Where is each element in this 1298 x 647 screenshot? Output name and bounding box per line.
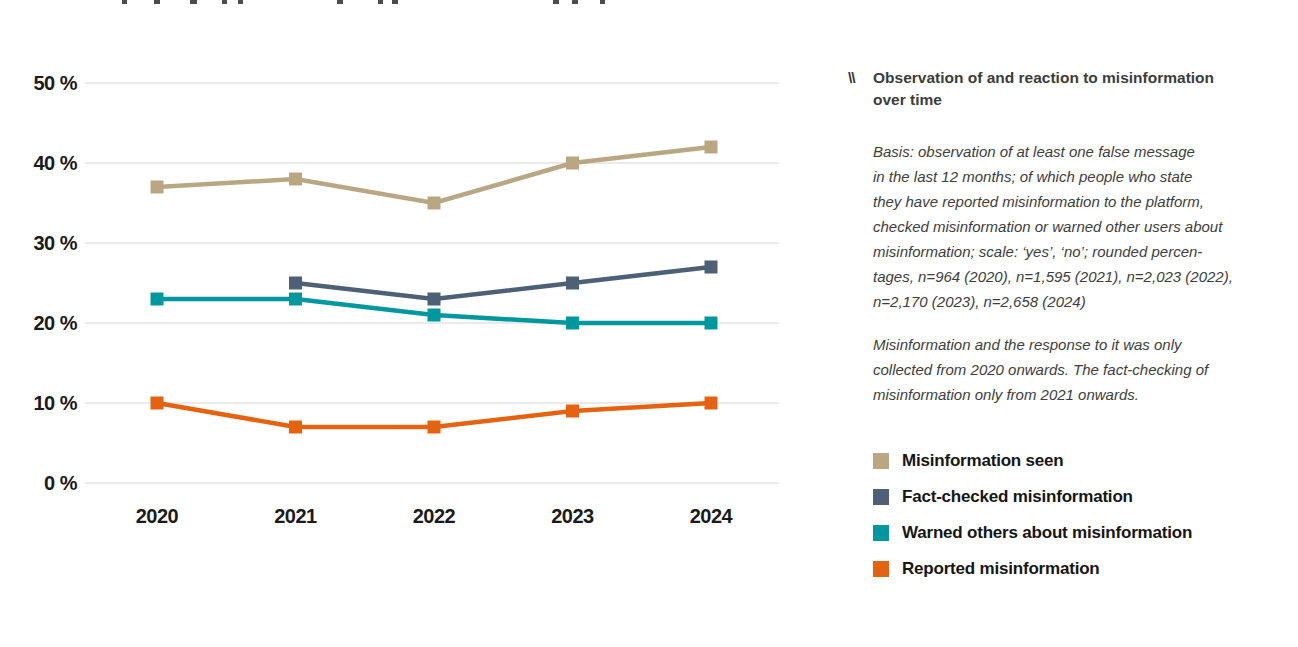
double-backslash-icon: \\ [848,67,855,89]
data-point-marker [705,261,718,274]
chart-title-line: over time [873,89,1278,111]
data-point-marker [151,181,164,194]
x-axis-tick-label: 2020 [136,505,179,527]
collection-note-line: collected from 2020 onwards. The fact-ch… [873,357,1278,382]
basis-note-line: misinformation; scale: ‘yes’, ‘no’; roun… [873,239,1278,264]
basis-note-line: in the last 12 months; of which people w… [873,164,1278,189]
collection-note-line: Misinformation and the response to it wa… [873,332,1278,357]
y-axis-tick-label: 50 % [33,72,77,94]
y-axis-tick-label: 40 % [33,152,77,174]
data-point-marker [428,421,441,434]
data-point-marker [289,277,302,290]
data-point-marker [566,277,579,290]
cutoff-letter-descender [222,0,227,4]
data-point-marker [566,317,579,330]
data-point-marker [428,309,441,322]
legend-label: Warned others about misinformation [902,523,1192,543]
legend-item: Reported misinformation [873,551,1278,587]
cutoff-letter-descender [190,0,197,4]
chart-title-line: Observation of and reaction to misinform… [873,67,1278,89]
chart-title: Observation of and reaction to misinform… [873,67,1278,111]
legend-label: Misinformation seen [902,451,1064,471]
cutoff-text-fragment [0,0,1298,5]
cutoff-letter-descender [238,0,243,4]
basis-note-line: tages, n=964 (2020), n=1,595 (2021), n=2… [873,264,1278,289]
cutoff-letter-descender [154,0,160,4]
legend-item: Fact-checked misinformation [873,479,1278,515]
legend-swatch [873,489,889,505]
data-point-marker [289,173,302,186]
x-axis-tick-label: 2021 [274,505,317,527]
legend-label: Reported misinformation [902,559,1100,579]
cutoff-letter-descender [378,0,383,4]
panel-header: \\ Observation of and reaction to misinf… [848,67,1278,111]
cutoff-letter-descender [572,0,578,4]
series-line [296,267,712,299]
y-axis-tick-label: 30 % [33,232,77,254]
basis-note-line: n=2,170 (2023), n=2,658 (2024) [873,289,1278,314]
data-point-marker [289,293,302,306]
data-point-marker [705,397,718,410]
basis-note-line: Basis: observation of at least one false… [873,139,1278,164]
data-point-marker [705,317,718,330]
legend-item: Warned others about misinformation [873,515,1278,551]
cutoff-letter-descender [337,0,343,4]
collection-note-line: misinformation only from 2021 onwards. [873,382,1278,407]
basis-note: Basis: observation of at least one false… [848,139,1278,314]
y-axis-tick-label: 0 % [44,472,78,494]
cutoff-letter-descender [600,0,605,4]
y-axis-tick-label: 10 % [33,392,77,414]
data-point-marker [428,293,441,306]
data-point-marker [151,293,164,306]
annotation-panel: \\ Observation of and reaction to misinf… [848,67,1278,587]
line-chart: 0 % 10 % 20 % 30 % 40 % 50 % 2020 2021 2022 2023 2… [0,60,820,610]
legend-item: Misinformation seen [873,443,1278,479]
data-point-marker [566,157,579,170]
figure-root: 0 % 10 % 20 % 30 % 40 % 50 % 2020 2021 2022 2023 2… [0,0,1298,647]
legend-swatch [873,453,889,469]
y-axis-tick-label: 20 % [33,312,77,334]
legend: Misinformation seen Fact-checked misinfor… [848,443,1278,587]
data-point-marker [705,141,718,154]
legend-swatch [873,561,889,577]
x-axis-tick-label: 2023 [551,505,594,527]
cutoff-letter-descender [122,0,127,4]
legend-label: Fact-checked misinformation [902,487,1133,507]
data-point-marker [428,197,441,210]
basis-note-line: they have reported misinformation to the… [873,189,1278,214]
x-axis-tick-label: 2022 [413,505,456,527]
data-point-marker [566,405,579,418]
x-axis-tick-label: 2024 [690,505,734,527]
data-point-marker [289,421,302,434]
data-point-marker [151,397,164,410]
basis-note-line: checked misinformation or warned other u… [873,214,1278,239]
legend-swatch [873,525,889,541]
collection-note: Misinformation and the response to it wa… [848,332,1278,407]
series-line [157,147,711,203]
cutoff-letter-descender [392,0,398,4]
cutoff-letter-descender [553,0,559,4]
